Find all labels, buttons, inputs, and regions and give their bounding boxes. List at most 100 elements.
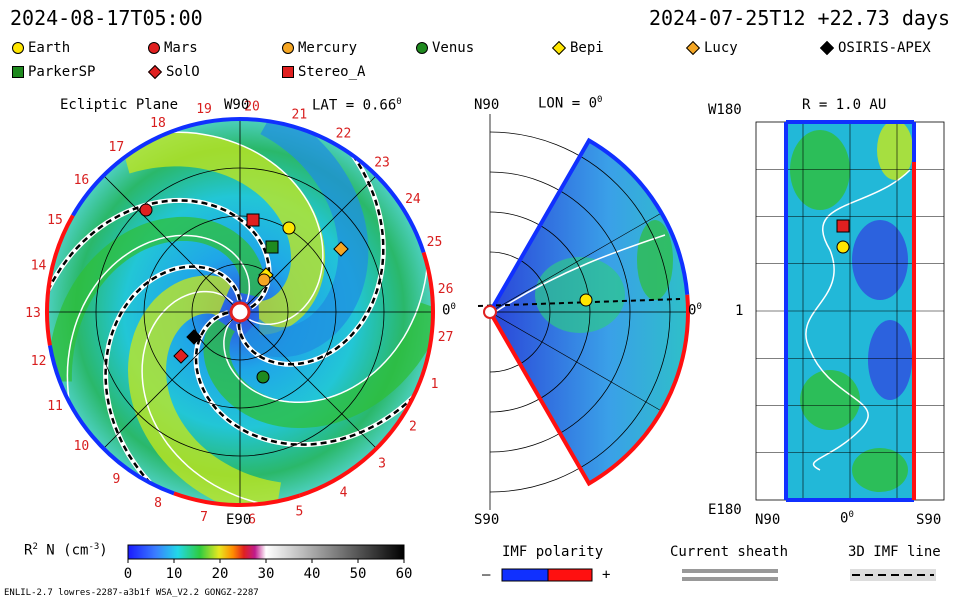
rotation-number: 23: [374, 155, 390, 170]
meridional-plot: [477, 114, 690, 510]
imf-line: [104, 265, 241, 484]
colorbar-tick-label: 30: [258, 566, 275, 582]
density-blob: [852, 448, 908, 492]
rotation-number: 18: [150, 116, 166, 131]
rotation-number: 10: [74, 439, 90, 454]
legend-item-venus: Venus: [416, 40, 474, 56]
density-blob: [877, 120, 913, 180]
density-blob: [790, 130, 850, 210]
legend-label: Mars: [164, 40, 198, 56]
sun-marker: [483, 305, 497, 319]
density-band: [203, 302, 433, 428]
imf-plus: +: [602, 567, 611, 583]
polarity-arc: [488, 137, 690, 314]
density-blob: [535, 257, 625, 333]
sector-boundary: [66, 234, 251, 402]
legend-label: Lucy: [704, 40, 738, 56]
legend-item-bepi: Bepi: [551, 40, 604, 56]
stereo-a-marker: [246, 213, 260, 227]
grid-line: [489, 212, 662, 313]
legend-label: Venus: [432, 40, 475, 56]
n90-label: N90: [474, 97, 500, 113]
colorbar-tick-label: 60: [396, 566, 413, 582]
legend-item-solo: SolO: [147, 64, 200, 80]
circle-marker-icon: [416, 42, 428, 54]
colorbar-label: R2 N (cm-3): [24, 542, 108, 559]
solar-wind-streams: [47, 119, 433, 505]
w90-label: W90: [224, 97, 250, 113]
rotation-number: 6: [248, 513, 256, 528]
sun-marker: [229, 301, 251, 323]
current-sheath-line1: [682, 569, 778, 573]
rotation-number: 15: [47, 213, 63, 228]
square-marker-icon: [282, 66, 294, 78]
lat-label: LAT = 0.660: [312, 97, 402, 114]
polarity-arc: [47, 345, 175, 496]
legend-item-mars: Mars: [148, 40, 198, 56]
rotation-number: 11: [47, 399, 63, 414]
rotation-number: 12: [31, 354, 47, 369]
legend-label: Mercury: [298, 40, 358, 56]
circle-marker-icon: [148, 42, 160, 54]
imf-negative-bar: [501, 568, 549, 582]
density-blob: [637, 220, 673, 300]
latlon-zero-label: 00: [840, 510, 854, 527]
rotation-number: 21: [292, 108, 308, 123]
earth-marker: [579, 293, 593, 307]
rotation-number: 8: [154, 496, 162, 511]
osiris-apex-marker: [186, 329, 202, 345]
legend-item-mercury: Mercury: [282, 40, 357, 56]
polarity-arc: [299, 251, 435, 498]
colorbar-tick-label: 40: [304, 566, 321, 582]
s90-label: S90: [474, 512, 500, 528]
rotation-number: 27: [438, 330, 454, 345]
imf-line: [477, 298, 681, 307]
colorbar-ticks: 0 10 20 30 40 50 60: [124, 559, 413, 582]
rotation-number: 19: [196, 102, 212, 117]
latlon-n90-label: N90: [755, 512, 781, 528]
density-blob: [868, 320, 912, 400]
venus-marker: [256, 370, 270, 384]
latlon-s90-label: S90: [916, 512, 942, 528]
rotation-number: 16: [74, 173, 90, 188]
colorbar-tick-label: 10: [166, 566, 183, 582]
solo-marker: [173, 348, 189, 364]
legend-label: Stereo_A: [298, 64, 366, 80]
latlon-plot: [755, 120, 945, 502]
polarity-arc: [488, 294, 690, 487]
w180-label: W180: [708, 102, 742, 118]
polarity-arc: [173, 491, 301, 507]
rotation-number: 25: [427, 235, 443, 250]
legend-item-stereo_a: Stereo_A: [282, 64, 365, 80]
rotation-number: 22: [336, 127, 352, 142]
lon-one-label: 1: [735, 303, 744, 319]
density-band: [47, 216, 265, 382]
legend-label: ParkerSP: [28, 64, 96, 80]
density-band: [239, 119, 369, 358]
rotation-number: 20: [244, 99, 260, 114]
current-sheath-title: Current sheath: [670, 544, 789, 560]
radius-label: R = 1.0 AU: [802, 97, 887, 113]
imf-polarity-rim: [45, 117, 435, 507]
imf-positive-bar: [547, 568, 593, 582]
earth-marker: [836, 240, 850, 254]
rotation-number: 3: [378, 457, 386, 472]
carrington-rotation-labels: 19 20212223242526271234567891011121314151…: [25, 99, 453, 527]
colorbar-tick-label: 0: [124, 566, 132, 582]
stereo-a-marker: [836, 219, 850, 233]
start-time: 2024-08-17T05:00: [10, 6, 203, 30]
rotation-number: 26: [438, 282, 454, 297]
current-time: 2024-07-25T12 +22.73 days: [648, 6, 950, 30]
density-blob: [800, 370, 860, 430]
sector-boundary: [141, 290, 263, 505]
imf-line: [237, 155, 385, 366]
colorbar: [127, 544, 405, 560]
legend-item-earth: Earth: [12, 40, 70, 56]
legend-item-parkersp: ParkerSP: [12, 64, 95, 80]
legend-label: SolO: [166, 64, 200, 80]
mercury-marker: [257, 273, 271, 287]
rotation-number: 2: [409, 420, 417, 435]
rotation-number: 1: [431, 377, 439, 392]
rotation-number: 5: [295, 504, 303, 519]
